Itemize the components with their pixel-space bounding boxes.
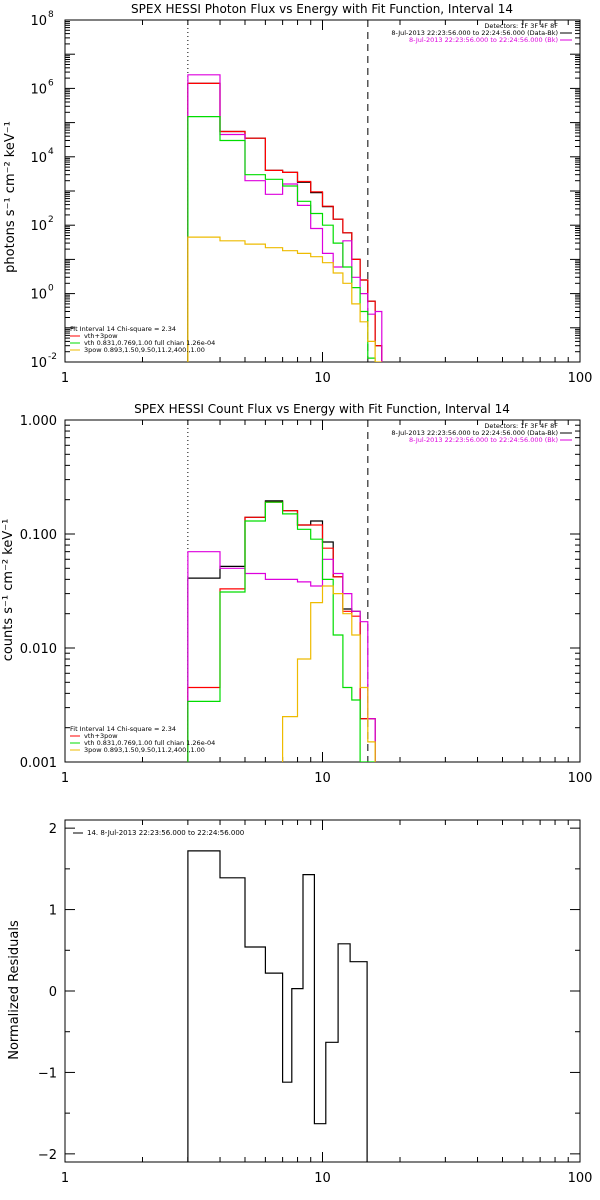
series-0-step-line <box>187 82 383 362</box>
header-line: 8-Jul-2013 22:23:56.000 to 22:24:56.000 … <box>391 29 558 37</box>
legend-entry: vth 0.831,0.769,1.00 full chian 1.26e-04 <box>84 339 215 347</box>
plot-frame <box>64 819 581 1163</box>
x-tick-label: 100 <box>568 1171 593 1186</box>
header-line: 8-Jul-2013 22:23:56.000 to 22:24:56.000 … <box>409 36 558 44</box>
count-flux-chart: SPEX HESSI Count Flux vs Energy with Fit… <box>1 402 592 786</box>
series-1-step-line <box>187 501 376 762</box>
residuals-chart: 1 10 100 −2 −1 0 1 2 14. 8-Jul-2013 22:23:56.000… <box>7 819 593 1186</box>
legend-entry: 3pow 0.893,1.50,9.50,11.2,400.,1.00 <box>84 346 205 354</box>
x-tick-label: 10 <box>314 771 331 786</box>
x-tick-label: 10 <box>314 1171 331 1186</box>
y-tick-label: 2 <box>49 822 57 837</box>
y-tick-label: −1 <box>38 1066 57 1081</box>
y-tick-exponent: 6 <box>48 78 54 88</box>
plot-frame <box>64 19 581 363</box>
y-tick-label: 10 <box>30 14 47 29</box>
y-tick-exponent: 8 <box>48 10 54 20</box>
x-tick-label: 1 <box>61 1171 69 1186</box>
x-tick-label: 100 <box>568 371 593 386</box>
y-tick-label: 1 <box>49 904 57 919</box>
y-tick-label: 10 <box>30 288 47 303</box>
series-4-step-line <box>187 236 382 362</box>
y-tick-label: −2 <box>38 1148 57 1163</box>
y-tick-exponent: 4 <box>48 147 54 157</box>
y-tick-exponent: -2 <box>48 352 57 362</box>
y-tick-label: 1.000 <box>20 414 57 429</box>
y-tick-label: 0 <box>49 985 57 1000</box>
y-tick-label: 0.001 <box>20 756 57 771</box>
count-chart-ylabel: counts s⁻¹ cm⁻² keV⁻¹ <box>1 519 16 662</box>
series-2-step-line <box>187 74 383 362</box>
series-0-step-line <box>187 500 376 762</box>
y-tick-label: 10 <box>30 82 47 97</box>
series-4-step-line <box>187 585 376 762</box>
legend-entry: vth+3pow <box>84 332 118 340</box>
x-tick-label: 10 <box>314 371 331 386</box>
y-tick-exponent: 2 <box>48 215 54 225</box>
y-tick-exponent: 0 <box>48 284 54 294</box>
header-line: 8-Jul-2013 22:23:56.000 to 22:24:56.000 … <box>409 436 558 444</box>
y-tick-label: 10 <box>30 151 47 166</box>
photon-chart-title: SPEX HESSI Photon Flux vs Energy with Fi… <box>131 2 513 16</box>
legend-entry: Fit Interval 14 Chi-square = 2.34 <box>70 725 176 733</box>
y-tick-label: 0.010 <box>20 642 57 657</box>
legend-entry: 3pow 0.893,1.50,9.50,11.2,400.,1.00 <box>84 746 205 754</box>
legend-entry: vth 0.831,0.769,1.00 full chian 1.26e-04 <box>84 739 215 747</box>
header-line: 8-Jul-2013 22:23:56.000 to 22:24:56.000 … <box>391 429 558 437</box>
series-1-step-line <box>187 82 383 362</box>
residuals-chart-ylabel: Normalized Residuals <box>7 920 22 1060</box>
y-tick-label: 10 <box>30 219 47 234</box>
series-2-step-line <box>187 551 376 762</box>
legend-entry: 14. 8-Jul-2013 22:23:56.000 to 22:24:56.… <box>87 829 244 837</box>
y-tick-label: 0.100 <box>20 528 57 543</box>
photon-chart-ylabel: photons s⁻¹ cm⁻² keV⁻¹ <box>3 121 18 273</box>
y-tick-label: 10 <box>30 356 47 371</box>
count-chart-title: SPEX HESSI Count Flux vs Energy with Fit… <box>134 402 510 416</box>
header-line: Detectors: 1F 3F 4F 8F <box>484 422 558 430</box>
header-line: Detectors: 1F 3F 4F 8F <box>484 22 558 30</box>
series-3-step-line <box>187 116 383 362</box>
series-3-step-line <box>187 501 376 762</box>
legend-entry: vth+3pow <box>84 732 118 740</box>
x-tick-label: 1 <box>61 771 69 786</box>
photon-flux-chart: SPEX HESSI Photon Flux vs Energy with Fi… <box>3 2 592 386</box>
legend-entry: Fit Interval 14 Chi-square = 2.34 <box>70 325 176 333</box>
series-0-step-line <box>187 850 368 1162</box>
x-tick-label: 1 <box>61 371 69 386</box>
x-tick-label: 100 <box>568 771 593 786</box>
